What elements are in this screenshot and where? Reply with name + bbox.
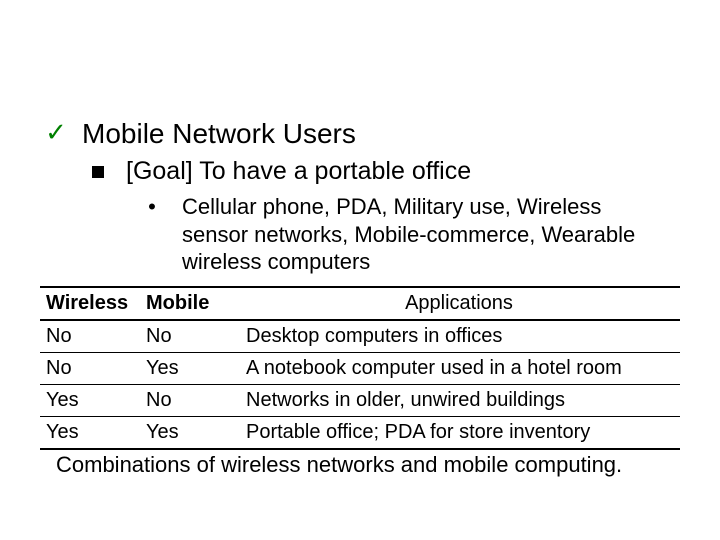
heading-level3: Cellular phone, PDA, Military use, Wirel… [182,193,652,276]
cell: Yes [40,416,140,449]
slide: ✓ Mobile Network Users [Goal] To have a … [0,0,720,540]
bullet-level3: • Cellular phone, PDA, Military use, Wir… [0,193,720,276]
cell: Yes [40,384,140,416]
wireless-mobile-table: Wireless Mobile Applications No No Deskt… [40,286,680,450]
heading-level2: [Goal] To have a portable office [126,156,471,187]
cell: No [40,320,140,353]
cell: A notebook computer used in a hotel room [240,352,680,384]
table-row: No No Desktop computers in offices [40,320,680,353]
table-header-row: Wireless Mobile Applications [40,287,680,320]
dot-bullet-icon: • [142,195,162,219]
cell: No [140,384,240,416]
cell: No [40,352,140,384]
table-row: Yes Yes Portable office; PDA for store i… [40,416,680,449]
cell: Networks in older, unwired buildings [240,384,680,416]
col-header-wireless: Wireless [40,287,140,320]
bullet-level1: ✓ Mobile Network Users [0,118,720,150]
cell: Yes [140,416,240,449]
cell: Yes [140,352,240,384]
cell: Desktop computers in offices [240,320,680,353]
table-container: Wireless Mobile Applications No No Deskt… [40,286,680,450]
cell: No [140,320,240,353]
table-row: No Yes A notebook computer used in a hot… [40,352,680,384]
heading-level1: Mobile Network Users [82,118,356,150]
table-caption: Combinations of wireless networks and mo… [56,452,680,478]
table-row: Yes No Networks in older, unwired buildi… [40,384,680,416]
square-bullet-icon [92,166,104,178]
col-header-applications: Applications [240,287,680,320]
checkmark-icon: ✓ [42,118,70,147]
cell: Portable office; PDA for store inventory [240,416,680,449]
bullet-level2: [Goal] To have a portable office [0,156,720,187]
col-header-mobile: Mobile [140,287,240,320]
